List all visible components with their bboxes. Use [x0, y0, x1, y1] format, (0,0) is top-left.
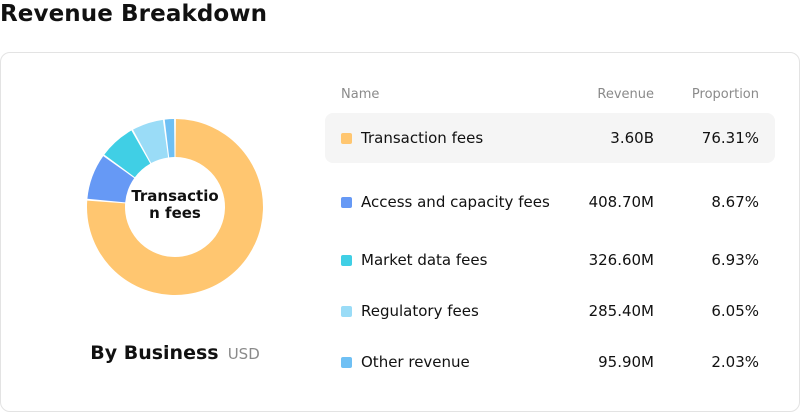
donut-chart: Transaction fees: [86, 118, 264, 296]
row-revenue: 408.70M: [588, 193, 654, 211]
column-header-name: Name: [341, 87, 380, 102]
row-proportion: 76.31%: [701, 129, 759, 147]
table-row[interactable]: Other revenue 95.90M 2.03%: [325, 337, 775, 387]
pie-slice-1[interactable]: [87, 156, 135, 203]
row-proportion: 6.93%: [711, 251, 759, 269]
row-proportion: 6.05%: [711, 302, 759, 320]
legend-swatch: [341, 357, 352, 368]
chart-footer-title: By Business: [90, 342, 219, 364]
legend-swatch: [341, 197, 352, 208]
donut-center-label: Transaction fees: [131, 187, 219, 222]
row-name: Regulatory fees: [361, 302, 479, 320]
row-revenue: 285.40M: [588, 302, 654, 320]
row-name: Other revenue: [361, 353, 470, 371]
legend-swatch: [341, 133, 352, 144]
row-revenue: 326.60M: [588, 251, 654, 269]
chart-footer-unit: USD: [227, 345, 260, 363]
row-proportion: 8.67%: [711, 193, 759, 211]
column-header-revenue: Revenue: [597, 87, 654, 102]
row-proportion: 2.03%: [711, 353, 759, 371]
pie-slice-3[interactable]: [133, 119, 169, 164]
table-row[interactable]: Access and capacity fees 408.70M 8.67%: [325, 177, 775, 227]
page-title: Revenue Breakdown: [0, 1, 268, 27]
table-header: Name Revenue Proportion: [325, 83, 775, 107]
row-revenue: 3.60B: [610, 129, 654, 147]
legend-table: Name Revenue Proportion Transaction fees…: [325, 83, 775, 371]
revenue-card: [0, 52, 800, 412]
row-name: Access and capacity fees: [361, 193, 550, 211]
column-header-proportion: Proportion: [691, 87, 759, 102]
pie-slice-4[interactable]: [164, 119, 175, 158]
table-row[interactable]: Transaction fees 3.60B 76.31%: [325, 113, 775, 163]
legend-swatch: [341, 255, 352, 266]
row-name: Transaction fees: [361, 129, 484, 147]
legend-swatch: [341, 306, 352, 317]
chart-footer: By Business USD: [0, 342, 350, 364]
donut-svg: [87, 119, 263, 295]
pie-slice-2[interactable]: [104, 130, 151, 178]
table-row[interactable]: Regulatory fees 285.40M 6.05%: [325, 286, 775, 336]
row-revenue: 95.90M: [598, 353, 654, 371]
row-name: Market data fees: [361, 251, 488, 269]
pie-slice-0[interactable]: [87, 119, 263, 295]
table-row[interactable]: Market data fees 326.60M 6.93%: [325, 235, 775, 285]
